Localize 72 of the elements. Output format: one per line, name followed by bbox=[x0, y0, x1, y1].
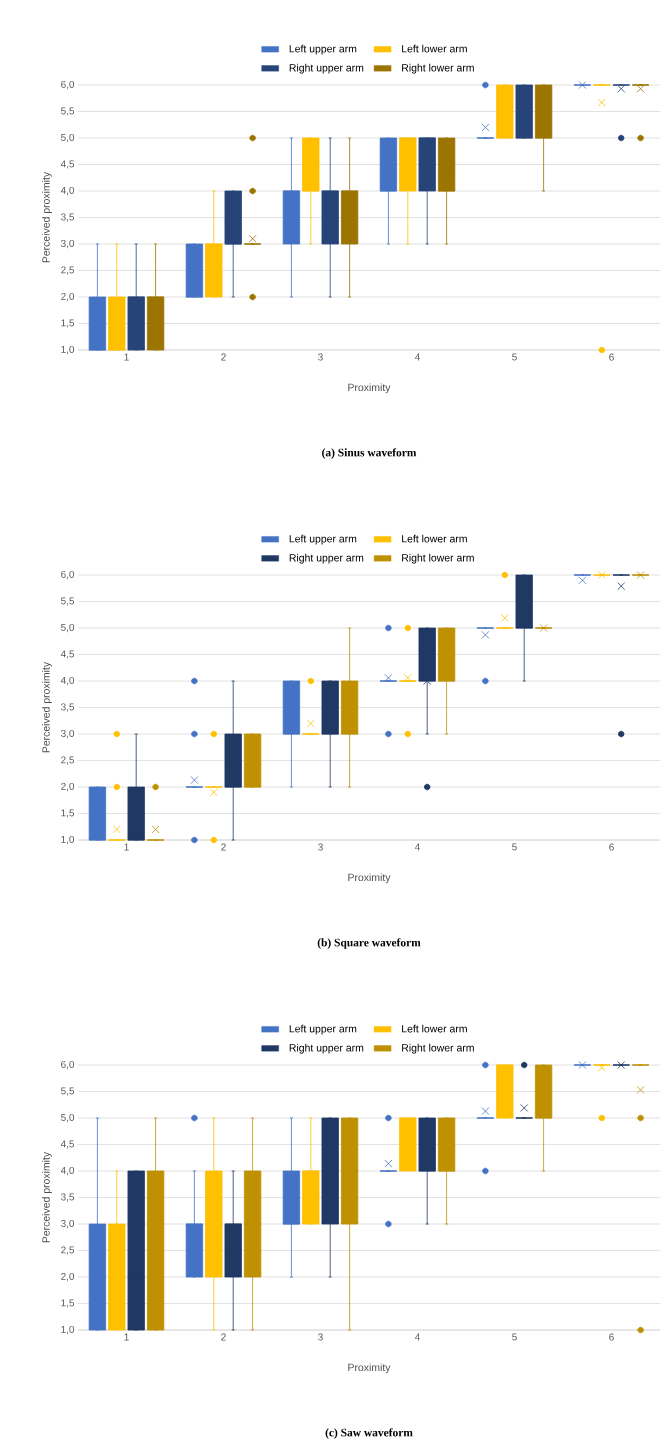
y-tick-label: 2,0 bbox=[61, 782, 75, 792]
x-axis-title: Proximity bbox=[348, 1363, 391, 1374]
x-tick-label: 3 bbox=[318, 353, 323, 361]
y-tick-label: 5,5 bbox=[61, 1087, 75, 1096]
y-tick-label: 4,0 bbox=[60, 676, 75, 686]
y-tick-label: 2,0 bbox=[61, 1272, 75, 1282]
x-tick-label: 6 bbox=[609, 353, 614, 361]
x-tick-label: 5 bbox=[512, 353, 517, 361]
y-tick-label: 6,0 bbox=[61, 1060, 75, 1070]
x-tick-label: 4 bbox=[414, 1333, 420, 1341]
text: (a) Sinus waveform bbox=[322, 448, 417, 459]
x-tick-label: 3 bbox=[318, 1333, 323, 1341]
legend-label: Right lower arm bbox=[402, 1043, 474, 1054]
y-tick-label: 1,5 bbox=[61, 1299, 75, 1308]
y-tick-label: 3,5 bbox=[61, 213, 75, 222]
x-tick-label: 2 bbox=[221, 353, 226, 361]
x-tick-label: 6 bbox=[609, 843, 614, 851]
legend-label: Right lower arm bbox=[402, 553, 474, 564]
x-axis-title: Proximity bbox=[348, 873, 391, 884]
legend-label: Left upper arm bbox=[289, 1024, 357, 1035]
legend-label: Left lower arm bbox=[402, 44, 467, 53]
y-tick-label: 1,0 bbox=[61, 835, 75, 845]
y-tick-label: 3,0 bbox=[61, 239, 75, 249]
y-tick-label: 5,0 bbox=[61, 133, 75, 143]
y-tick-label: 2,5 bbox=[61, 266, 75, 275]
y-tick-label: 6,0 bbox=[61, 570, 75, 580]
x-tick-label: 5 bbox=[512, 843, 517, 851]
y-tick-label: 4,0 bbox=[60, 1166, 75, 1176]
x-tick-label: 1 bbox=[124, 353, 129, 361]
y-tick-label: 6,0 bbox=[61, 80, 75, 90]
x-tick-label: 4 bbox=[414, 843, 420, 851]
y-tick-label: 1,0 bbox=[61, 1325, 75, 1335]
y-tick-label: 3,0 bbox=[61, 1219, 75, 1229]
x-tick-label: 3 bbox=[318, 843, 323, 851]
y-tick-label: 4,5 bbox=[60, 650, 75, 659]
y-tick-label: 3,5 bbox=[61, 1193, 75, 1202]
x-tick-label: 2 bbox=[221, 843, 226, 851]
y-tick-label: 3,0 bbox=[61, 729, 75, 739]
y-tick-label: 3,5 bbox=[61, 703, 75, 712]
x-axis-title: Proximity bbox=[348, 383, 391, 394]
y-tick-label: 5,0 bbox=[61, 623, 75, 633]
legend-label: Left lower arm bbox=[402, 534, 467, 543]
y-tick-label: 4,0 bbox=[60, 186, 75, 196]
y-tick-label: 1,5 bbox=[61, 809, 75, 818]
y-tick-label: 2,5 bbox=[61, 1246, 75, 1255]
x-tick-label: 1 bbox=[124, 1333, 129, 1341]
y-tick-label: 5,5 bbox=[61, 107, 75, 116]
y-tick-label: 1,0 bbox=[61, 345, 75, 355]
legend-label: Right upper arm bbox=[289, 63, 364, 74]
y-axis-title: Perceived proximity bbox=[42, 171, 52, 263]
legend-label: Right upper arm bbox=[289, 1043, 364, 1054]
text: (c) Saw waveform bbox=[325, 1428, 413, 1439]
y-tick-label: 5,5 bbox=[61, 597, 75, 606]
x-tick-label: 1 bbox=[124, 843, 129, 851]
legend-label: Right lower arm bbox=[402, 63, 474, 74]
legend-label: Left lower arm bbox=[402, 1024, 467, 1033]
y-axis-title: Perceived proximity bbox=[42, 1151, 52, 1243]
x-tick-label: 6 bbox=[609, 1333, 614, 1341]
y-tick-label: 1,5 bbox=[61, 319, 75, 328]
y-tick-label: 2,0 bbox=[61, 292, 75, 302]
legend-label: Left upper arm bbox=[289, 44, 357, 55]
y-axis-title: Perceived proximity bbox=[42, 661, 52, 753]
legend-label: Right upper arm bbox=[289, 553, 364, 564]
y-tick-label: 5,0 bbox=[61, 1113, 75, 1123]
y-tick-label: 4,5 bbox=[60, 1140, 75, 1149]
x-tick-label: 2 bbox=[221, 1333, 226, 1341]
y-tick-label: 4,5 bbox=[60, 160, 75, 169]
x-tick-label: 4 bbox=[414, 353, 420, 361]
y-tick-label: 2,5 bbox=[61, 756, 75, 765]
legend-label: Left upper arm bbox=[289, 534, 357, 545]
text: (b) Square waveform bbox=[317, 938, 421, 949]
x-tick-label: 5 bbox=[512, 1333, 517, 1341]
